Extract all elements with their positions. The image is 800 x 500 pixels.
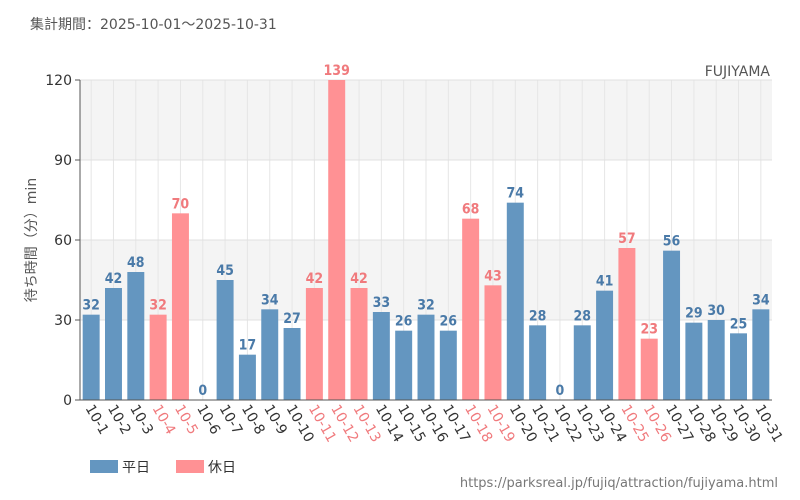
bar: [640, 338, 658, 400]
data-label: 23: [640, 322, 658, 338]
bar: [328, 80, 346, 400]
data-label: 42: [306, 271, 324, 287]
data-label: 41: [596, 274, 614, 290]
data-labels: 3242483270045173427421394233263226684374…: [82, 63, 769, 399]
data-label: 26: [440, 314, 458, 330]
bar: [573, 325, 591, 400]
bar: [596, 290, 614, 400]
bar: [685, 322, 703, 400]
bar: [484, 285, 502, 400]
bar: [105, 288, 122, 400]
bar: [283, 328, 301, 400]
bar: [663, 250, 681, 400]
data-label: 32: [82, 298, 100, 314]
y-tick-label: 0: [63, 393, 72, 409]
bar: [171, 213, 189, 400]
data-label: 0: [198, 383, 207, 399]
chart-subtitle: FUJIYAMA: [705, 64, 771, 80]
data-label: 34: [752, 292, 770, 308]
data-label: 48: [127, 255, 145, 271]
data-label: 26: [395, 314, 413, 330]
bar: [529, 325, 547, 400]
legend-label: 平日: [122, 460, 150, 476]
legend-swatch: [176, 460, 204, 473]
legend-swatch: [90, 460, 118, 473]
bar-series: [82, 80, 770, 401]
data-label: 68: [462, 202, 480, 218]
source-url: https://parksreal.jp/fujiq/attraction/fu…: [460, 476, 778, 491]
bar: [439, 330, 457, 400]
data-label: 43: [484, 268, 502, 284]
data-label: 45: [216, 263, 234, 279]
y-axis-ticks: 0 30 60 90 120: [45, 73, 80, 409]
axes: [79, 80, 772, 401]
data-label: 25: [730, 316, 748, 332]
bar: [707, 320, 725, 400]
data-label: 17: [239, 338, 257, 354]
bar: [395, 330, 413, 400]
data-label: 33: [373, 295, 391, 311]
data-label: 42: [350, 271, 368, 287]
bar: [127, 272, 145, 400]
data-label: 42: [105, 271, 123, 287]
data-label: 28: [529, 308, 547, 324]
y-tick-label: 60: [54, 233, 72, 249]
bar: [305, 288, 323, 400]
bar: [372, 312, 390, 400]
data-label: 34: [261, 292, 279, 308]
chart-title: 集計期間：2025-10-01～2025-10-31: [30, 16, 277, 33]
y-tick-label: 30: [54, 313, 72, 329]
data-label: 30: [707, 303, 725, 319]
data-label: 139: [324, 63, 350, 79]
data-label: 28: [573, 308, 591, 324]
data-label: 0: [556, 383, 565, 399]
data-label: 32: [149, 298, 167, 314]
bar: [216, 280, 234, 400]
x-axis-ticks: 10-110-210-310-410-510-610-710-810-910-1…: [82, 402, 786, 445]
legend: 平日 休日: [90, 460, 236, 476]
bar: [752, 309, 770, 400]
data-label: 29: [685, 306, 703, 322]
legend-label: 休日: [208, 460, 236, 476]
bar: [618, 248, 636, 400]
data-label: 56: [663, 234, 681, 250]
bar: [417, 314, 435, 400]
y-axis-label: 待ち時間（分）min: [24, 178, 40, 302]
data-label: 70: [172, 196, 190, 212]
data-label: 32: [417, 298, 435, 314]
bar: [238, 354, 256, 400]
data-label: 57: [618, 231, 636, 247]
bar: [462, 218, 480, 400]
data-label: 74: [507, 186, 525, 202]
y-tick-label: 90: [54, 153, 72, 169]
bar: [506, 202, 524, 400]
bar: [82, 314, 100, 400]
bar: [149, 314, 167, 400]
data-label: 27: [283, 311, 301, 327]
bar: [730, 333, 747, 400]
y-tick-label: 120: [45, 73, 72, 89]
bar: [261, 309, 279, 400]
bar: [350, 288, 368, 400]
